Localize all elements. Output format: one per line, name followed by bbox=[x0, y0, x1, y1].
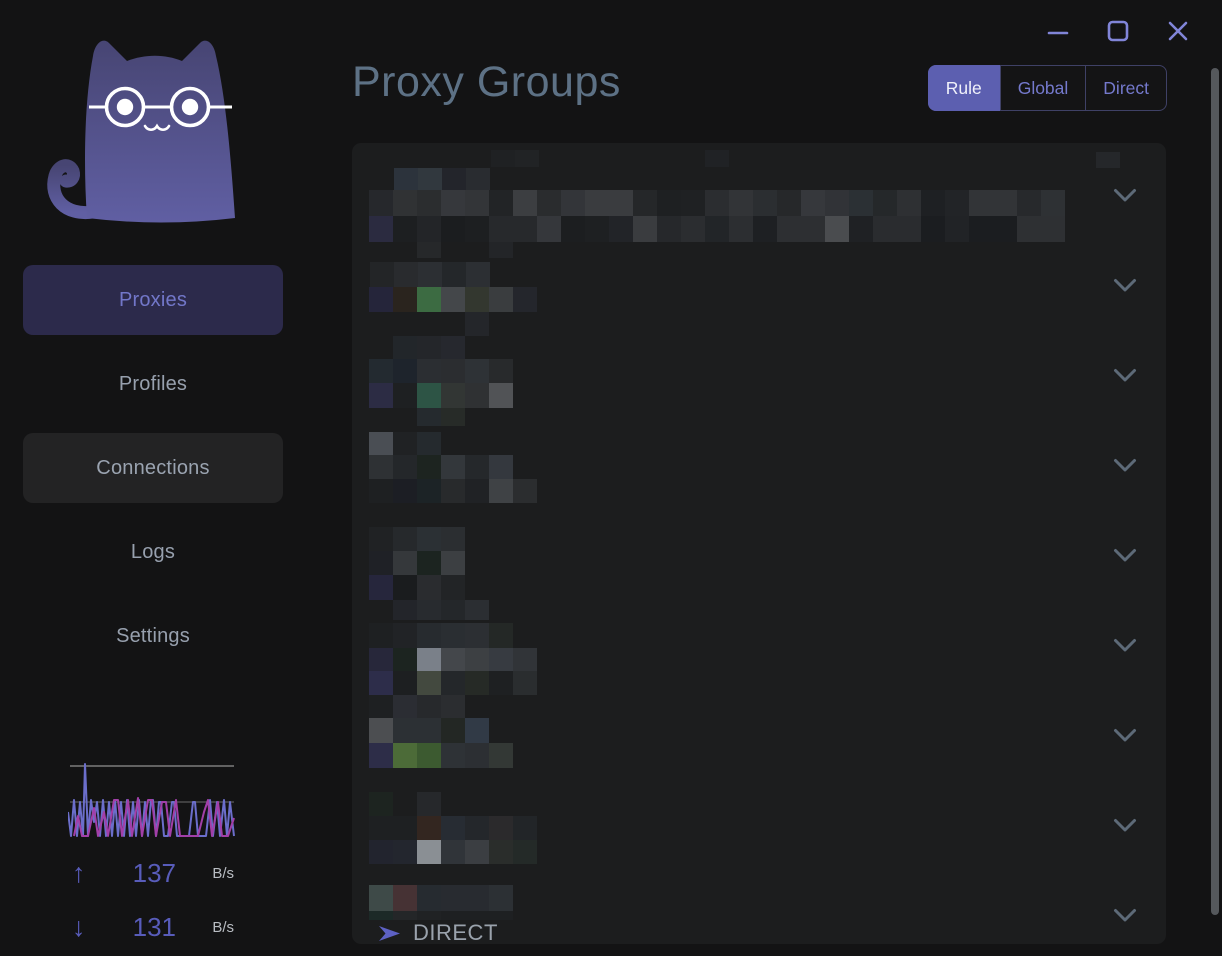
minimize-button[interactable] bbox=[1040, 14, 1076, 48]
selected-proxy-arrow-icon bbox=[379, 925, 400, 941]
chevron-down-icon[interactable] bbox=[1113, 188, 1137, 204]
chevron-down-icon[interactable] bbox=[1113, 908, 1137, 924]
close-button[interactable] bbox=[1160, 14, 1196, 48]
chevron-down-icon[interactable] bbox=[1113, 548, 1137, 564]
download-arrow-icon: ↓ bbox=[72, 911, 86, 942]
proxy-group-row[interactable] bbox=[352, 157, 1166, 245]
mode-button-direct[interactable]: Direct bbox=[1085, 66, 1166, 110]
cat-tail bbox=[47, 159, 100, 220]
sidebar-item-proxies[interactable]: Proxies bbox=[23, 265, 283, 335]
sidebar: Proxies Profiles Connections Logs Settings ↑… bbox=[0, 0, 306, 956]
chevron-down-icon[interactable] bbox=[1113, 368, 1137, 384]
chevron-down-icon[interactable] bbox=[1113, 728, 1137, 744]
scrollbar-thumb[interactable] bbox=[1211, 68, 1219, 915]
proxy-group-row[interactable] bbox=[352, 607, 1166, 695]
sidebar-item-logs[interactable]: Logs bbox=[130, 540, 176, 563]
cat-body bbox=[85, 40, 235, 223]
chevron-down-icon[interactable] bbox=[1113, 638, 1137, 654]
sidebar-item-profiles[interactable]: Profiles bbox=[118, 372, 188, 395]
chevron-down-icon[interactable] bbox=[1113, 458, 1137, 474]
cat-glasses-left bbox=[104, 86, 146, 128]
cat-mouth bbox=[143, 123, 171, 132]
window-controls bbox=[1040, 14, 1196, 48]
direct-proxy-label: DIRECT bbox=[413, 920, 498, 945]
page-title: Proxy Groups bbox=[352, 58, 621, 106]
download-traffic: ↓ 131 B/s bbox=[66, 910, 238, 944]
proxy-group-row[interactable] bbox=[352, 337, 1166, 425]
sparkline-series-upload bbox=[68, 763, 235, 837]
proxy-group-row[interactable] bbox=[352, 427, 1166, 515]
traffic-sparkline bbox=[68, 763, 235, 837]
proxy-group-row[interactable] bbox=[352, 697, 1166, 785]
sidebar-item-settings[interactable]: Settings bbox=[116, 624, 190, 647]
chevron-down-icon[interactable] bbox=[1113, 818, 1137, 834]
download-unit: B/s bbox=[212, 918, 234, 936]
close-icon bbox=[1168, 21, 1188, 41]
upload-unit: B/s bbox=[212, 864, 234, 882]
proxy-groups-panel: DIRECT bbox=[352, 143, 1166, 946]
direct-proxy-row[interactable]: DIRECT bbox=[378, 920, 498, 946]
proxy-group-row[interactable] bbox=[352, 247, 1166, 335]
sidebar-nav: Proxies Profiles Connections Logs Settings bbox=[23, 265, 283, 671]
download-value: 131 bbox=[132, 911, 176, 942]
maximize-icon bbox=[1107, 20, 1129, 42]
sparkline-series-download bbox=[73, 797, 235, 837]
proxy-group-row[interactable] bbox=[352, 787, 1166, 875]
mode-switch: Rule Global Direct bbox=[927, 65, 1167, 111]
minimize-icon bbox=[1047, 31, 1069, 35]
mode-button-global[interactable]: Global bbox=[999, 66, 1086, 110]
cat-glasses-right bbox=[169, 86, 211, 128]
maximize-button[interactable] bbox=[1100, 14, 1136, 48]
proxy-group-row[interactable] bbox=[352, 877, 1166, 956]
upload-arrow-icon: ↑ bbox=[72, 857, 86, 888]
mode-button-rule[interactable]: Rule bbox=[927, 65, 1000, 111]
upload-traffic: ↑ 137 B/s bbox=[66, 856, 238, 890]
sidebar-item-connections[interactable]: Connections bbox=[23, 433, 283, 503]
upload-value: 137 bbox=[132, 857, 176, 888]
chevron-down-icon[interactable] bbox=[1113, 278, 1137, 294]
cat-logo-icon bbox=[47, 40, 235, 223]
proxy-group-row[interactable] bbox=[352, 517, 1166, 605]
